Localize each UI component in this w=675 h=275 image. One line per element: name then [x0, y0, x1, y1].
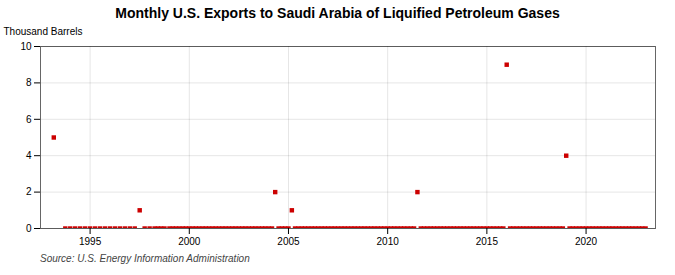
svg-text:1995: 1995	[79, 236, 102, 247]
svg-text:2010: 2010	[377, 236, 400, 247]
svg-text:8: 8	[26, 77, 32, 88]
svg-text:2000: 2000	[178, 236, 201, 247]
svg-text:10: 10	[20, 41, 32, 52]
html-text:Monthly U.S. Exports to Saudi: Monthly U.S. Exports to Saudi Arabia of …	[115, 5, 560, 21]
svg-text:2: 2	[26, 186, 32, 197]
svg-text:0: 0	[26, 223, 32, 234]
svg-text:6: 6	[26, 114, 32, 125]
svg-text:2015: 2015	[476, 236, 499, 247]
html-text:Source: U.S. Energy Informatio: Source: U.S. Energy Information Administ…	[40, 253, 250, 264]
svg-text:4: 4	[26, 150, 32, 161]
svg-text:2020: 2020	[575, 236, 598, 247]
svg-text:2005: 2005	[277, 236, 300, 247]
svg-text:Thousand Barrels: Thousand Barrels	[4, 26, 83, 37]
